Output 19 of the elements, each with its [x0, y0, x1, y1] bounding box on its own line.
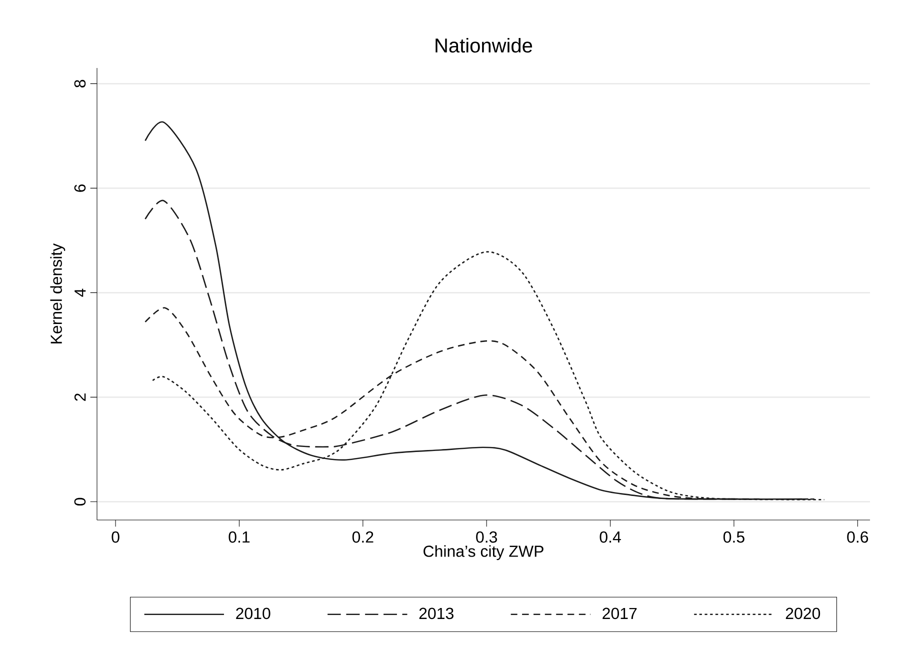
x-tick-label: 0.1 [228, 531, 250, 543]
y-tick-label: 0 [74, 498, 86, 506]
x-tick-label: 0.6 [847, 531, 868, 543]
legend-label: 2013 [419, 608, 454, 620]
y-tick-label: 8 [74, 80, 86, 88]
legend-label: 2017 [602, 608, 637, 620]
y-tick-label: 6 [74, 184, 86, 192]
y-tick-label: 2 [74, 394, 86, 401]
chart-title: Nationwide [436, 38, 532, 53]
y-tick-label: 4 [74, 288, 86, 297]
legend-label: 2010 [236, 608, 270, 620]
x-tick-label: 0 [112, 531, 120, 543]
x-tick-label: 0.5 [723, 531, 744, 543]
x-axis-title: China’s city ZWP [424, 545, 544, 560]
x-tick-label: 0.2 [352, 531, 374, 543]
legend-label: 2020 [786, 608, 820, 620]
y-axis-title: Kernel density [50, 243, 66, 344]
x-tick-label: 0.3 [476, 531, 498, 543]
x-tick-label: 0.4 [600, 531, 621, 543]
